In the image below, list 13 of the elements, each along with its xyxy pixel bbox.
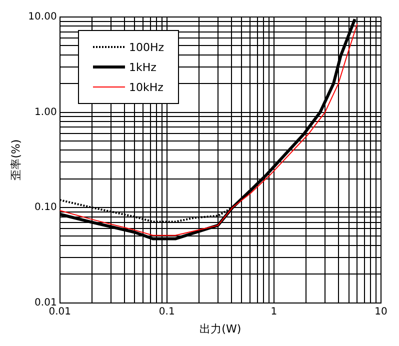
x-tick-label: 10 [374, 306, 388, 318]
y-tick-label: 0.10 [34, 202, 57, 214]
y-axis-title: 歪率(%) [9, 139, 22, 180]
y-tick-label: 1.00 [34, 106, 57, 118]
x-tick-label: 0.01 [48, 306, 71, 318]
x-axis-title: 出力(W) [200, 322, 242, 336]
legend-label: 100Hz [129, 40, 164, 54]
y-tick-label: 10.00 [28, 12, 57, 23]
x-tick-label: 1 [270, 306, 278, 318]
legend-label: 10kHz [129, 80, 164, 94]
y-tick-label: 0.01 [34, 297, 57, 308]
x-tick-label: 0.1 [158, 306, 175, 318]
legend-label: 1kHz [129, 60, 156, 74]
